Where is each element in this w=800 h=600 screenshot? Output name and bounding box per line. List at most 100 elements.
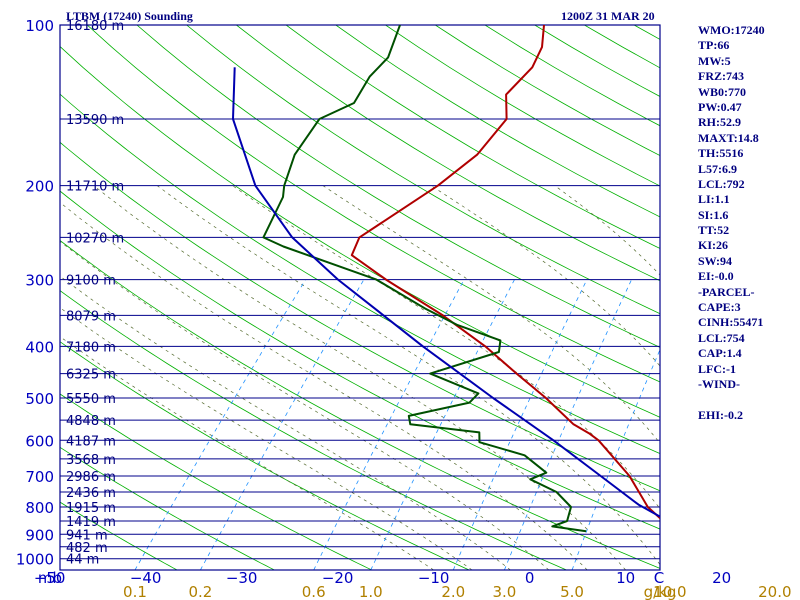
mixing-ratio-line	[452, 279, 588, 570]
sounding-index-item: EI:-0.0	[698, 269, 734, 284]
pressure-tick-label: 900	[25, 526, 54, 544]
height-label: 16180 m	[66, 19, 124, 34]
dry-adiabat-line	[60, 45, 660, 418]
temperature-tick-label: −40	[130, 569, 162, 587]
sounding-index-item: FRZ:743	[698, 69, 744, 84]
sounding-index-item: CAPE:3	[698, 300, 741, 315]
moist-adiabat-line	[431, 185, 660, 367]
temperature-tick-label: −50	[34, 569, 66, 587]
height-label: 10270 m	[66, 231, 124, 246]
height-label: 44 m	[66, 553, 99, 568]
moist-adiabat-line	[232, 185, 660, 510]
height-label: 5550 m	[66, 392, 116, 407]
height-label: 6325 m	[66, 368, 116, 383]
pressure-tick-label: 300	[25, 272, 54, 290]
pressure-tick-label: 100	[25, 17, 54, 35]
sounding-index-item: LI:1.1	[698, 192, 730, 207]
mixing-ratio-tick-label: 1.0	[359, 583, 383, 600]
sounding-index-item: LFC:-1	[698, 361, 736, 376]
sounding-index-item: WB0:770	[698, 84, 746, 99]
temperature-tick-label: 0	[525, 569, 535, 587]
sounding-index-item: MW:5	[698, 53, 731, 68]
height-label: 482 m	[66, 541, 108, 556]
pressure-tick-label: 200	[25, 178, 54, 196]
sounding-index-item: TT:52	[698, 223, 730, 238]
dry-adiabat-line	[60, 141, 660, 492]
temperature-unit-label: C	[654, 569, 664, 587]
observation-time: 1200Z 31 MAR 20	[561, 9, 655, 23]
sounding-index-item: -PARCEL-	[698, 284, 755, 299]
sounding-index-item: SW:94	[698, 253, 733, 268]
sounding-index-item: EHI:-0.2	[698, 407, 743, 422]
height-label: 1419 m	[66, 515, 116, 530]
pressure-tick-label: 400	[25, 338, 54, 356]
sounding-index-item: LCL:792	[698, 176, 745, 191]
sounding-index-item: CAP:1.4	[698, 346, 742, 361]
moist-adiabat-line	[785, 186, 800, 570]
temperature-tick-label: −30	[226, 569, 258, 587]
chart-title: LTBM (17240) Sounding	[66, 9, 193, 23]
sounding-index-item: RH:52.9	[698, 115, 741, 130]
sounding-index-item: PW:0.47	[698, 99, 742, 114]
pressure-tick-label: 800	[25, 499, 54, 517]
height-label: 7180 m	[66, 340, 116, 355]
height-label: 4187 m	[66, 434, 116, 449]
dry-adiabat-line	[60, 393, 372, 570]
mixing-ratio-tick-label: 0.1	[123, 583, 147, 600]
pressure-tick-label: 700	[25, 468, 54, 486]
dry-adiabat-line	[285, 25, 660, 249]
height-label: 941 m	[66, 528, 108, 543]
temperature-trace	[350, 25, 660, 520]
isobars	[59, 24, 661, 571]
sounding-index-item: SI:1.6	[698, 207, 729, 222]
sounding-indices-list: WMO:17240 TP:66 MW:5 FRZ:743 WB0:770 PW:0.47 R…	[698, 23, 765, 423]
height-label: 11710 m	[66, 180, 124, 195]
sounding-index-item: WMO:17240	[698, 23, 765, 37]
moist-adiabat-line	[157, 185, 660, 566]
sounding-index-item: -WIND-	[698, 376, 740, 391]
mixing-ratio-tick-label: 10.0	[653, 583, 686, 600]
temperature-tick-label: −20	[322, 569, 354, 587]
plot-frame	[59, 24, 661, 571]
sounding-traces	[232, 25, 660, 533]
sounding-index-item: CINH:55471	[698, 315, 764, 330]
pressure-tick-label: 500	[25, 390, 54, 408]
sounding-index-item: TP:66	[698, 38, 730, 53]
height-label: 4848 m	[66, 414, 116, 429]
dry-adiabat-line	[60, 190, 660, 530]
pressure-unit-label: mb	[38, 569, 62, 587]
height-label: 8079 m	[66, 309, 116, 324]
mixing-ratio-line	[134, 279, 306, 570]
moist-adiabat-line	[60, 275, 511, 570]
dry-adiabat-line	[236, 25, 660, 282]
dry-adiabat-line	[60, 446, 275, 570]
dry-adiabat-line	[60, 93, 660, 455]
height-label: 1915 m	[66, 501, 116, 516]
sounding-index-item: LCL:754	[698, 330, 745, 345]
sounding-index-item: L57:6.9	[698, 161, 737, 176]
dewpoint-trace	[262, 25, 587, 533]
pressure-tick-label: 1000	[16, 551, 54, 569]
dry-adiabat-line	[60, 290, 567, 570]
mixing-ratio-tick-label: 3.0	[492, 583, 516, 600]
dry-adiabat-line	[136, 25, 660, 348]
mixing-ratio-line	[775, 280, 800, 570]
dry-adiabat-line	[60, 239, 660, 569]
temperature-tick-label: −10	[418, 569, 450, 587]
mixing-ratio-unit-label: g/kg	[644, 583, 677, 600]
height-label: 2436 m	[66, 486, 116, 501]
parcel-trace	[232, 67, 660, 518]
sounding-index-item: MAXT:14.8	[698, 130, 759, 145]
temperature-tick-label: 20	[712, 569, 731, 587]
pressure-tick-label: 600	[25, 432, 54, 450]
dry-adiabat-line	[60, 501, 178, 570]
dry-adiabat-line	[186, 25, 660, 315]
height-label: 9100 m	[66, 274, 116, 289]
mixing-ratio-tick-label: 0.2	[189, 583, 213, 600]
moist-adiabat-line	[322, 185, 660, 444]
height-label: 3568 m	[66, 453, 116, 468]
sounding-index-item	[698, 392, 765, 407]
mixing-ratio-line	[571, 348, 660, 570]
height-label: 2986 m	[66, 470, 116, 485]
mixing-ratio-tick-label: 5.0	[560, 583, 584, 600]
